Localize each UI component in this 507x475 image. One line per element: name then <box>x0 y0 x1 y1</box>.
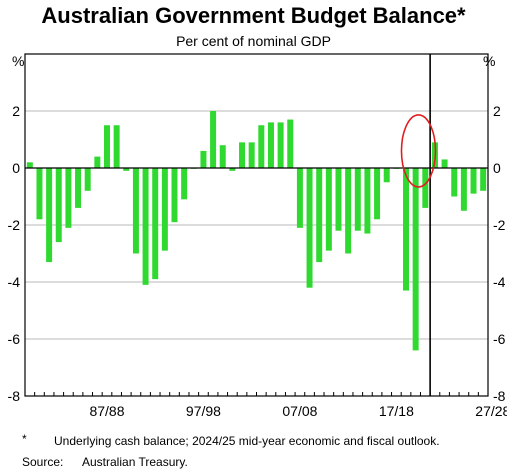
highlight-circle <box>400 114 437 188</box>
bar <box>239 142 246 168</box>
bar <box>460 168 467 211</box>
y-tick-label-right: -2 <box>493 217 506 233</box>
bar <box>46 168 53 263</box>
bar <box>296 168 303 228</box>
bar <box>26 162 33 168</box>
bar <box>441 159 448 168</box>
bar <box>470 168 477 194</box>
bar <box>374 168 381 220</box>
bar <box>277 122 284 168</box>
bar <box>142 168 149 285</box>
bar <box>229 168 236 171</box>
bar <box>451 168 458 197</box>
bar <box>316 168 323 263</box>
y-unit-left: % <box>12 53 24 69</box>
bar <box>258 125 265 168</box>
x-tick-labels: 87/88 97/98 07/08 17/18 27/28 <box>89 403 507 419</box>
y-tick-label-left: -6 <box>8 331 21 347</box>
bar <box>75 168 82 208</box>
bar <box>200 150 207 168</box>
x-tick-label: 17/18 <box>379 403 414 419</box>
y-unit-right: % <box>483 53 495 69</box>
bar <box>422 168 429 208</box>
bar <box>306 168 313 288</box>
bar <box>171 168 178 223</box>
bar <box>219 145 226 168</box>
x-tick-label: 87/88 <box>89 403 124 419</box>
bar <box>103 125 110 168</box>
source-label: Source: <box>22 455 64 469</box>
bar <box>152 168 159 280</box>
bar <box>65 168 72 228</box>
bar <box>94 156 101 168</box>
y-tick-label-left: 0 <box>12 160 20 176</box>
bar <box>412 168 419 351</box>
bars <box>26 111 487 351</box>
y-tick-label-right: 2 <box>493 103 501 119</box>
bar <box>480 168 487 191</box>
bar <box>113 125 120 168</box>
chart-title: Australian Government Budget Balance* <box>41 3 466 28</box>
bar <box>84 168 91 191</box>
bar <box>325 168 332 251</box>
bar <box>132 168 139 254</box>
bar <box>364 168 371 234</box>
bar <box>248 142 255 168</box>
y-tick-label-right: 0 <box>493 160 501 176</box>
bar <box>123 168 130 171</box>
footnote-text: Underlying cash balance; 2024/25 mid-yea… <box>54 434 440 448</box>
y-tick-label-right: -8 <box>493 388 506 404</box>
x-ticks <box>34 392 479 396</box>
bar <box>354 168 361 231</box>
y-tick-label-left: 2 <box>12 103 20 119</box>
bar <box>181 168 188 200</box>
x-tick-label: 27/28 <box>475 403 507 419</box>
bar <box>161 168 168 251</box>
y-tick-label-right: -4 <box>493 274 506 290</box>
x-tick-label: 97/98 <box>186 403 221 419</box>
bar <box>345 168 352 254</box>
footnote-marker: * <box>22 432 27 446</box>
source-text: Australian Treasury. <box>82 455 188 469</box>
bar <box>55 168 62 243</box>
y-tick-label-left: -4 <box>8 274 21 290</box>
bar <box>335 168 342 231</box>
y-tick-labels: -8 -8 -6 -6 -4 -4 -2 -2 0 0 2 2 <box>8 103 506 404</box>
y-tick-label-left: -8 <box>8 388 21 404</box>
bar <box>36 168 43 220</box>
bar <box>210 111 217 168</box>
bar <box>267 122 274 168</box>
bar <box>403 168 410 291</box>
x-tick-label: 07/08 <box>282 403 317 419</box>
y-tick-label-left: -2 <box>8 217 21 233</box>
y-tick-label-right: -6 <box>493 331 506 347</box>
chart-subtitle: Per cent of nominal GDP <box>176 33 331 49</box>
bar <box>287 119 294 168</box>
bar <box>383 168 390 183</box>
